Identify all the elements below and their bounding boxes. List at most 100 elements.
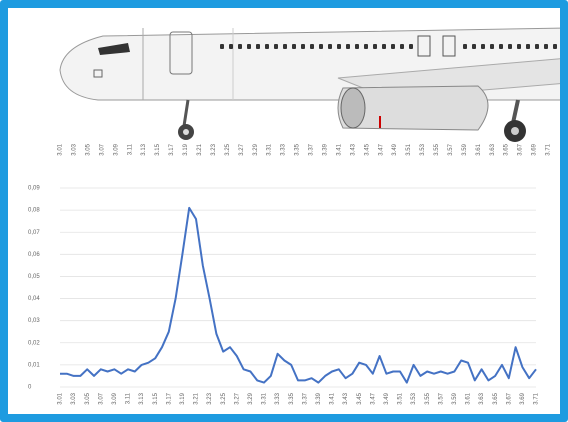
station-label: 3.47 [378, 143, 384, 155]
chart: 3.01 3.03 3.05 3.07 3.09 3.11 3.13 3.15 3.17 3.19… [28, 27, 560, 405]
window [373, 44, 377, 49]
window [508, 44, 512, 49]
window [274, 44, 278, 49]
y-tick-label: 0,07 [28, 230, 40, 236]
x-tick-label: 3.49 [384, 392, 390, 404]
station-label: 3.43 [350, 143, 356, 155]
window [283, 44, 287, 49]
y-tick-label: 0,05 [28, 274, 40, 280]
station-label: 3.63 [490, 143, 496, 155]
station-label: 3.33 [281, 143, 287, 155]
window [229, 44, 233, 49]
window [346, 44, 350, 49]
station-label: 3.27 [239, 143, 245, 155]
window [544, 44, 548, 49]
x-tick-label: 3.35 [289, 392, 295, 404]
x-tick-label: 3.09 [112, 392, 118, 404]
x-tick-label: 3.13 [139, 392, 145, 404]
station-label: 3.45 [364, 143, 370, 155]
station-label: 3.01 [58, 143, 64, 155]
station-label: 3.05 [85, 143, 91, 155]
station-label: 3.67 [518, 143, 524, 155]
x-tick-label: 3.33 [275, 392, 281, 404]
window [220, 44, 224, 49]
window [238, 44, 242, 49]
y-tick-label: 0,06 [28, 252, 40, 258]
window [490, 44, 494, 49]
window [355, 44, 359, 49]
y-tick-label: 0,04 [28, 296, 40, 302]
x-tick-label: 3.05 [85, 392, 91, 404]
x-tick-label: 3.27 [234, 392, 240, 404]
x-tick-label: 3.51 [398, 392, 404, 404]
x-tick-label: 3.17 [166, 392, 172, 404]
station-label: 3.15 [155, 143, 161, 155]
station-label: 3.51 [406, 143, 412, 155]
window [256, 44, 260, 49]
window [400, 44, 404, 49]
station-label: 3.19 [183, 143, 189, 155]
x-tick-label: 3.71 [534, 392, 540, 404]
window [382, 44, 386, 49]
window [301, 44, 305, 49]
station-label: 3.21 [197, 143, 203, 155]
x-tick-label: 3.61 [466, 392, 472, 404]
x-tick-label: 3.65 [493, 392, 499, 404]
line [60, 206, 537, 384]
x-tick-label: 3.39 [316, 392, 322, 404]
window [292, 44, 296, 49]
station-label: 3.23 [211, 143, 217, 155]
station-label: 3.25 [225, 143, 231, 155]
x-tick-label: 3.59 [452, 392, 458, 404]
station-label: 3.11 [127, 143, 133, 155]
x-tick-label: 3.03 [71, 392, 77, 404]
x-tick-label: 3.37 [302, 392, 308, 404]
x-tick-label: 3.23 [207, 392, 213, 404]
x-tick-label: 3.25 [221, 392, 227, 404]
x-tick-label: 3.55 [425, 392, 431, 404]
window [481, 44, 485, 49]
window [517, 44, 521, 49]
station-label: 3.41 [336, 143, 342, 155]
window [364, 44, 368, 49]
y-tick-label: 0,02 [28, 340, 40, 346]
window [472, 44, 476, 49]
station-label: 3.03 [72, 143, 78, 155]
x-tick-label: 3.29 [248, 392, 254, 404]
x-tick-label: 3.11 [126, 392, 132, 404]
station-label: 3.35 [295, 143, 301, 155]
x-tick-label: 3.31 [262, 392, 268, 404]
station-label: 3.59 [462, 143, 468, 155]
station-label: 3.55 [434, 143, 440, 155]
window [337, 44, 341, 49]
window [463, 44, 467, 49]
station-label: 3.69 [532, 143, 538, 155]
station-label: 3.71 [546, 143, 552, 155]
station-label: 3.39 [322, 143, 328, 155]
y-tick-label: 0,09 [28, 186, 40, 192]
x-tick-label: 3.21 [194, 392, 200, 404]
window [553, 44, 557, 49]
station-label: 3.37 [309, 143, 315, 155]
aircraft [59, 27, 560, 142]
station-label: 3.53 [420, 143, 426, 155]
x-tick-label: 3.53 [411, 392, 417, 404]
station-label: 3.31 [267, 143, 273, 155]
x-tick-label: 3.07 [98, 392, 104, 404]
window [499, 44, 503, 49]
x-tick-label: 3.47 [370, 392, 376, 404]
station-label: 3.13 [141, 143, 147, 155]
station-label: 3.09 [113, 143, 119, 155]
station-label: 3.57 [448, 143, 454, 155]
y-tick-label: 0,08 [28, 208, 40, 214]
window [310, 44, 314, 49]
station-label: 3.29 [253, 143, 259, 155]
window [265, 44, 269, 49]
x-tick-label: 3.01 [58, 392, 64, 404]
x-tick-label: 3.41 [330, 392, 336, 404]
station-label: 3.49 [392, 143, 398, 155]
x-tick-label: 3.19 [180, 392, 186, 404]
x-tick-label: 3.67 [506, 392, 512, 404]
station-label: 3.65 [504, 143, 510, 155]
